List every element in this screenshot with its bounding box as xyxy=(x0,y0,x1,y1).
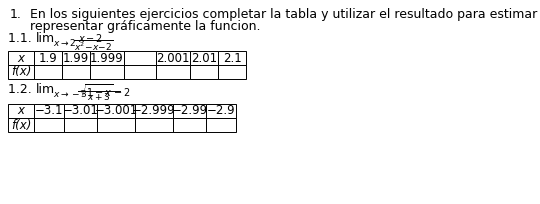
Text: x: x xyxy=(17,104,24,118)
Text: 2.01: 2.01 xyxy=(191,51,217,64)
Text: $x^2\!-\!x\!-\!2$: $x^2\!-\!x\!-\!2$ xyxy=(74,41,112,53)
Text: −2.999: −2.999 xyxy=(132,104,176,118)
Text: $x\to-3$: $x\to-3$ xyxy=(53,88,87,99)
Bar xyxy=(62,65,90,79)
Bar xyxy=(206,118,236,132)
Text: −2.99: −2.99 xyxy=(171,104,207,118)
Text: f(x): f(x) xyxy=(11,119,31,132)
Bar xyxy=(190,65,218,79)
Text: 1.99: 1.99 xyxy=(63,51,89,64)
Text: 1.999: 1.999 xyxy=(90,51,124,64)
Bar xyxy=(8,104,34,118)
Text: x: x xyxy=(17,51,24,64)
Bar xyxy=(64,118,97,132)
Text: $x\to2$: $x\to2$ xyxy=(53,37,76,48)
Bar xyxy=(190,51,218,65)
Bar xyxy=(124,51,156,65)
Bar xyxy=(62,51,90,65)
Text: $x+3$: $x+3$ xyxy=(87,92,111,102)
Bar xyxy=(135,118,173,132)
Bar xyxy=(173,104,206,118)
Bar xyxy=(156,65,190,79)
Text: representar gráficamente la funcion.: representar gráficamente la funcion. xyxy=(30,20,260,33)
Bar xyxy=(97,118,135,132)
Text: En los siguientes ejercicios completar la tabla y utilizar el resultado para est: En los siguientes ejercicios completar l… xyxy=(30,8,540,21)
Bar xyxy=(97,104,135,118)
Text: −3.01: −3.01 xyxy=(63,104,98,118)
Bar xyxy=(34,104,64,118)
Text: lim: lim xyxy=(36,32,55,45)
Text: f(x): f(x) xyxy=(11,65,31,79)
Text: −2.9: −2.9 xyxy=(207,104,235,118)
Bar xyxy=(173,118,206,132)
Bar xyxy=(135,104,173,118)
Bar xyxy=(8,51,34,65)
Bar xyxy=(90,65,124,79)
Bar xyxy=(206,104,236,118)
Bar xyxy=(34,65,62,79)
Bar xyxy=(64,104,97,118)
Bar xyxy=(124,65,156,79)
Text: 1.1.: 1.1. xyxy=(8,32,36,45)
Text: 2.1: 2.1 xyxy=(222,51,241,64)
Bar xyxy=(218,51,246,65)
Text: 1.: 1. xyxy=(10,8,22,21)
Text: $\sqrt{1-x}-2$: $\sqrt{1-x}-2$ xyxy=(79,82,131,99)
Bar xyxy=(156,51,190,65)
Text: 1.9: 1.9 xyxy=(39,51,57,64)
Text: −3.001: −3.001 xyxy=(94,104,138,118)
Text: 1.2.: 1.2. xyxy=(8,83,36,96)
Text: $x-2$: $x-2$ xyxy=(78,31,103,43)
Text: 2.001: 2.001 xyxy=(156,51,190,64)
Bar xyxy=(34,51,62,65)
Text: lim: lim xyxy=(36,83,55,96)
Bar xyxy=(218,65,246,79)
Text: −3.1: −3.1 xyxy=(35,104,63,118)
Bar xyxy=(90,51,124,65)
Bar xyxy=(8,118,34,132)
Bar xyxy=(8,65,34,79)
Bar xyxy=(34,118,64,132)
